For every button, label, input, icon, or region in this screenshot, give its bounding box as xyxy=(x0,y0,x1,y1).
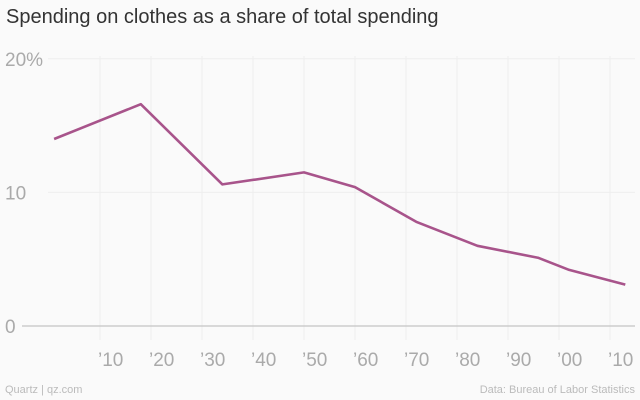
data-source: Data: Bureau of Labor Statistics xyxy=(479,384,635,396)
x-tick-label: ’80 xyxy=(455,350,480,371)
x-tick-label: ’00 xyxy=(557,350,582,371)
y-tick-label: 10 xyxy=(5,183,26,204)
source-credit: Quartz | qz.com xyxy=(5,384,83,396)
x-tick-label: ’50 xyxy=(302,350,327,371)
chart-title: Spending on clothes as a share of total … xyxy=(6,6,439,28)
x-tick-label: ’30 xyxy=(200,350,225,371)
x-tick-label: ’40 xyxy=(251,350,276,371)
series-line xyxy=(53,102,626,286)
x-tick-label: ’70 xyxy=(404,350,429,371)
x-tick-label: ’10 xyxy=(608,350,633,371)
x-tick-label: ’60 xyxy=(353,350,378,371)
y-tick-label: 0 xyxy=(5,317,16,338)
y-tick-label: 20% xyxy=(5,50,43,71)
x-tick-label: ’10 xyxy=(98,350,123,371)
x-tick-label: ’90 xyxy=(506,350,531,371)
x-tick-label: ’20 xyxy=(149,350,174,371)
